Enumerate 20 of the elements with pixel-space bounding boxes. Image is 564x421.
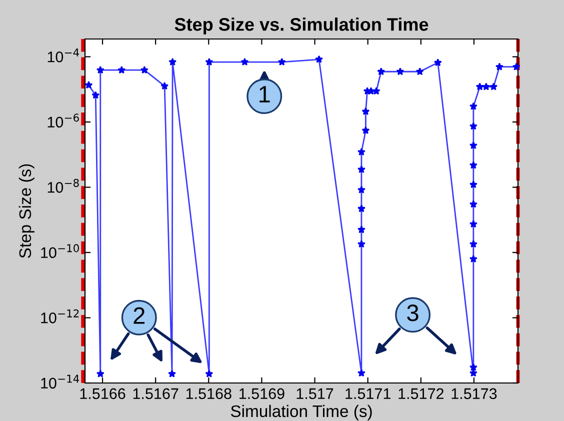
x-axis-title: Simulation Time (s) (230, 404, 372, 420)
chart-title: Step Size vs. Simulation Time (174, 18, 428, 34)
annotation: 2 (134, 307, 145, 324)
y-tick-label: 10$^{−6}$ (48, 114, 79, 128)
annotation: 3 (407, 304, 418, 322)
y-tick-label: 10$^{−10}$ (41, 244, 79, 258)
y-axis-title: Step Size (s) (18, 164, 34, 258)
x-tick-label: 1.5171 (346, 388, 390, 400)
x-tick-label: 1.5168 (186, 388, 232, 400)
annotation: 1 (260, 86, 270, 102)
y-tick-label: 10$^{−8}$ (48, 178, 79, 193)
y-tick-label: 10$^{−4}$ (48, 48, 79, 62)
x-tick-label: 1.517 (296, 388, 334, 400)
x-tick-label: 1.5173 (452, 388, 497, 400)
x-tick-label: 1.5169 (240, 388, 284, 400)
x-tick-label: 1.5167 (133, 388, 178, 400)
y-tick-label: 10$^{−14}$ (41, 374, 80, 389)
y-tick-label: 10$^{−12}$ (41, 309, 79, 324)
x-tick-label: 1.5172 (398, 388, 444, 400)
x-tick-label: 1.5166 (80, 388, 126, 400)
